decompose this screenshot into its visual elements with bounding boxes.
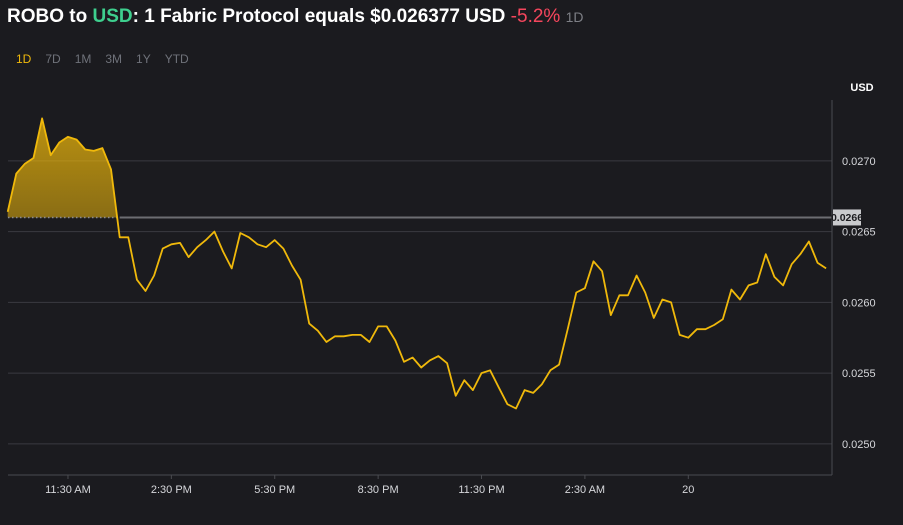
- y-axis-label: USD: [850, 82, 873, 94]
- title-change: -5.2%: [510, 6, 561, 27]
- area-above-reference: [7, 118, 118, 218]
- y-tick-label: 0.0270: [842, 156, 876, 168]
- range-button[interactable]: 7D: [45, 52, 61, 66]
- x-tick-label: 20: [682, 484, 694, 496]
- title-period: 1D: [565, 9, 584, 25]
- y-tick-label: 0.0265: [842, 227, 876, 239]
- title-quote: USD: [92, 6, 133, 27]
- x-tick-label: 11:30 AM: [45, 484, 91, 496]
- x-tick-label: 5:30 PM: [254, 484, 295, 496]
- price-line: [6, 117, 827, 410]
- x-tick-label: 11:30 PM: [458, 484, 504, 496]
- range-selector: 1D 7D 1M 3M 1Y YTD: [9, 52, 196, 66]
- range-button[interactable]: 1M: [74, 52, 92, 66]
- y-tick-label: 0.0255: [842, 368, 876, 380]
- x-tick-label: 8:30 PM: [358, 484, 399, 496]
- range-button[interactable]: 1D: [16, 52, 32, 66]
- y-tick-label: 0.0250: [842, 439, 876, 451]
- reference-label-box: [833, 209, 861, 226]
- range-button[interactable]: 1Y: [136, 52, 151, 66]
- x-tick-label: 2:30 PM: [151, 484, 192, 496]
- y-tick-label: 0.0260: [842, 297, 876, 309]
- title-part: : 1 Fabric Protocol equals $0.026377 USD: [132, 6, 506, 27]
- title-part: ROBO to: [7, 6, 88, 27]
- x-tick-label: 2:30 AM: [565, 484, 605, 496]
- title: ROBO to USD: 1 Fabric Protocol equals $0…: [7, 6, 584, 28]
- range-button[interactable]: 3M: [105, 52, 123, 66]
- range-button[interactable]: YTD: [164, 52, 189, 66]
- reference-label: 0.0266: [831, 212, 863, 224]
